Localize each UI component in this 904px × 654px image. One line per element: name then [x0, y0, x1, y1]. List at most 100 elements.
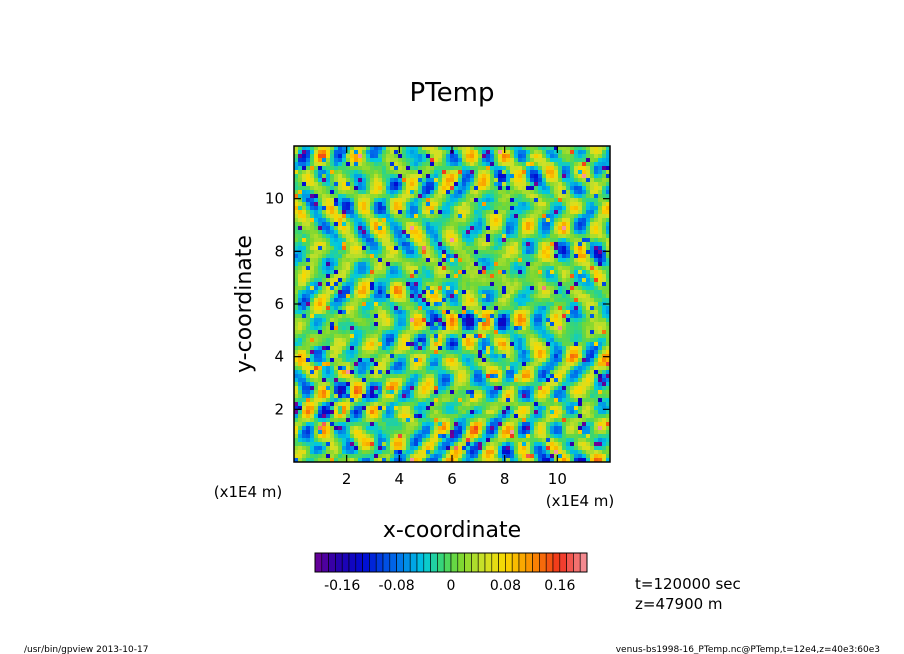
heatmap-cell: [398, 382, 403, 387]
heatmap-cell: [430, 298, 435, 303]
heatmap-cell: [330, 426, 335, 431]
heatmap-cell: [426, 422, 431, 427]
heatmap-cell: [450, 238, 455, 243]
heatmap-cell: [334, 234, 339, 239]
heatmap-cell: [498, 418, 503, 423]
heatmap-cell: [394, 290, 399, 295]
heatmap-cell: [442, 274, 447, 279]
heatmap-cell: [514, 166, 519, 171]
heatmap-cell: [534, 334, 539, 339]
heatmap-cell: [294, 298, 299, 303]
heatmap-cell: [498, 358, 503, 363]
heatmap-cell: [354, 258, 359, 263]
heatmap-cell: [398, 402, 403, 407]
heatmap-cell: [446, 310, 451, 315]
heatmap-cell: [374, 370, 379, 375]
heatmap-cell: [474, 230, 479, 235]
heatmap-cell: [302, 162, 307, 167]
heatmap-cell: [378, 286, 383, 291]
heatmap-cell: [518, 326, 523, 331]
heatmap-cell: [458, 382, 463, 387]
heatmap-cell: [370, 310, 375, 315]
heatmap-cell: [430, 454, 435, 459]
heatmap-cell: [374, 270, 379, 275]
heatmap-cell: [510, 294, 515, 299]
heatmap-cell: [342, 146, 347, 151]
heatmap-cell: [446, 274, 451, 279]
heatmap-cell: [482, 394, 487, 399]
heatmap-cell: [466, 342, 471, 347]
heatmap-cell: [302, 370, 307, 375]
heatmap-cell: [442, 290, 447, 295]
heatmap-cell: [306, 234, 311, 239]
heatmap-cell: [514, 258, 519, 263]
heatmap-cell: [394, 166, 399, 171]
heatmap-cell: [370, 290, 375, 295]
heatmap-cell: [370, 378, 375, 383]
heatmap-cell: [378, 294, 383, 299]
heatmap-cell: [382, 214, 387, 219]
heatmap-cell: [322, 270, 327, 275]
heatmap-cell: [482, 174, 487, 179]
heatmap-cell: [506, 290, 511, 295]
heatmap-cell: [378, 306, 383, 311]
heatmap-cell: [434, 450, 439, 455]
heatmap-cell: [306, 450, 311, 455]
heatmap-cell: [362, 270, 367, 275]
heatmap-cell: [406, 438, 411, 443]
heatmap-cell: [422, 162, 427, 167]
heatmap-cell: [326, 342, 331, 347]
heatmap-cell: [406, 246, 411, 251]
heatmap-cell: [502, 182, 507, 187]
heatmap-cell: [538, 254, 543, 259]
heatmap-cell: [498, 186, 503, 191]
heatmap-cell: [418, 346, 423, 351]
heatmap-cell: [322, 186, 327, 191]
heatmap-cell: [318, 442, 323, 447]
heatmap-cell: [322, 434, 327, 439]
heatmap-cell: [326, 302, 331, 307]
heatmap-cell: [462, 378, 467, 383]
heatmap-cell: [310, 322, 315, 327]
heatmap-cell: [402, 354, 407, 359]
heatmap-cell: [458, 430, 463, 435]
heatmap-cell: [542, 406, 547, 411]
heatmap-cell: [386, 258, 391, 263]
heatmap-cell: [394, 458, 399, 462]
heatmap-cell: [346, 370, 351, 375]
heatmap-cell: [502, 222, 507, 227]
heatmap-cell: [514, 282, 519, 287]
heatmap-cell: [354, 306, 359, 311]
heatmap-cell: [394, 278, 399, 283]
heatmap-cell: [338, 314, 343, 319]
heatmap-cell: [454, 282, 459, 287]
heatmap-cell: [394, 178, 399, 183]
heatmap-cell: [310, 290, 315, 295]
heatmap-cell: [374, 162, 379, 167]
heatmap-cell: [398, 330, 403, 335]
heatmap-cell: [302, 414, 307, 419]
heatmap-cell: [358, 254, 363, 259]
heatmap-cell: [326, 262, 331, 267]
heatmap-cell: [390, 242, 395, 247]
heatmap-cell: [386, 366, 391, 371]
heatmap-cell: [506, 294, 511, 299]
heatmap-cell: [450, 194, 455, 199]
heatmap-cell: [398, 338, 403, 343]
heatmap-cell: [494, 302, 499, 307]
heatmap-cell: [430, 182, 435, 187]
heatmap-cell: [378, 458, 383, 462]
heatmap-cell: [398, 446, 403, 451]
heatmap-cell: [538, 318, 543, 323]
heatmap-cell: [426, 454, 431, 459]
heatmap-cell: [394, 222, 399, 227]
heatmap-cell: [454, 422, 459, 427]
heatmap-cell: [342, 446, 347, 451]
heatmap-cell: [538, 334, 543, 339]
heatmap-cell: [474, 354, 479, 359]
heatmap-cell: [390, 294, 395, 299]
heatmap-cell: [498, 298, 503, 303]
heatmap-cell: [322, 414, 327, 419]
heatmap-cell: [406, 326, 411, 331]
heatmap-cell: [458, 306, 463, 311]
